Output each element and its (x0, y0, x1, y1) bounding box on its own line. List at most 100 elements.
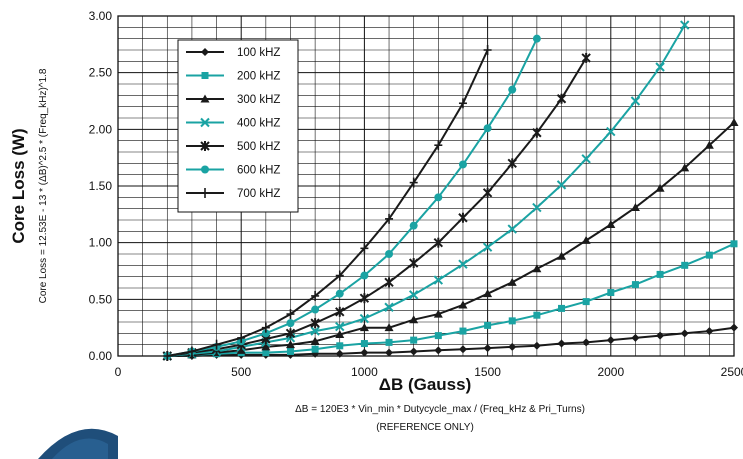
series-line (167, 57, 588, 357)
series-lines (162, 20, 739, 361)
data-point (311, 290, 320, 301)
data-point (680, 20, 690, 30)
data-point (360, 271, 369, 280)
data-point (335, 289, 344, 298)
data-point (507, 224, 517, 234)
data-point (434, 140, 443, 151)
data-point (336, 342, 344, 350)
series-200-khz (163, 240, 738, 360)
data-point (508, 317, 516, 325)
data-point (607, 289, 615, 297)
data-point (704, 140, 714, 149)
logo-graphic (38, 428, 118, 459)
data-point (311, 305, 320, 314)
data-point (507, 277, 517, 286)
x-axis-formula: ΔB = 120E3 * Vin_min * Dutycycle_max / (… (295, 404, 585, 415)
legend-marker (201, 165, 209, 174)
legend-label: 700 kHZ (237, 188, 280, 200)
data-point (630, 96, 641, 106)
data-point (434, 193, 443, 202)
x-axis-title: ΔB (Gauss) (379, 375, 472, 394)
data-point (434, 346, 443, 355)
y-tick-label: 1.50 (89, 179, 113, 193)
series-line (167, 121, 735, 357)
data-point (433, 275, 444, 285)
series-300-khz (162, 118, 739, 360)
data-point (384, 302, 394, 312)
data-point (262, 349, 270, 357)
data-point (434, 332, 442, 340)
data-point (582, 338, 591, 347)
data-point (335, 306, 345, 317)
data-point (656, 331, 665, 340)
data-point (409, 177, 418, 188)
data-point (212, 339, 221, 350)
legend-label: 100 kHZ (237, 47, 280, 59)
y-axis-title: Core Loss (W) (9, 128, 28, 243)
data-point (680, 329, 689, 338)
data-point (681, 261, 689, 269)
data-point (582, 298, 590, 306)
legend-marker (200, 94, 210, 103)
legend-marker (201, 48, 209, 56)
legend-marker (200, 141, 210, 151)
data-point (360, 340, 368, 348)
data-point (482, 187, 493, 198)
data-point (483, 289, 493, 298)
data-point (730, 240, 738, 248)
data-point (705, 327, 714, 336)
data-point (729, 118, 739, 127)
series-line (167, 326, 735, 357)
data-point (532, 341, 541, 350)
data-point (532, 202, 542, 213)
data-point (482, 242, 493, 252)
reference-note: (REFERENCE ONLY) (376, 422, 474, 433)
data-point (384, 277, 394, 288)
series-line (167, 38, 538, 357)
legend-item: 200 kHZ (186, 71, 280, 83)
data-point (483, 124, 492, 133)
data-point (631, 281, 639, 289)
legend-item: 100 kHZ (186, 47, 280, 59)
legend-item: 500 kHZ (186, 141, 280, 153)
legend-item: 400 kHZ (186, 118, 280, 130)
data-point (409, 315, 419, 324)
data-point (359, 323, 369, 332)
plot-frame (117, 15, 735, 357)
data-point (458, 259, 468, 269)
data-point (606, 220, 616, 229)
data-point (335, 329, 345, 338)
legend-label: 400 kHZ (237, 118, 280, 130)
data-point (385, 348, 394, 357)
data-point (581, 154, 591, 164)
y-tick-label: 1.00 (89, 236, 113, 250)
legend-label: 200 kHZ (237, 71, 280, 83)
data-point (655, 62, 665, 72)
data-point (261, 342, 271, 351)
data-point (360, 243, 369, 254)
series-line (167, 49, 489, 357)
y-tick-labels: 0.00 0.50 1.00 1.50 2.00 2.50 3.00 (89, 9, 113, 363)
data-point (286, 319, 295, 328)
data-point (459, 327, 467, 335)
data-point (730, 323, 738, 332)
data-point (237, 332, 246, 343)
data-point (359, 293, 370, 304)
data-point (286, 347, 294, 355)
legend-label: 500 kHZ (237, 141, 280, 153)
data-point (508, 85, 517, 94)
data-point (581, 52, 591, 63)
data-point (483, 45, 492, 55)
y-tick-label: 0.50 (89, 292, 113, 306)
series-line (167, 24, 686, 357)
data-point (236, 345, 246, 354)
legend-item: 700 kHZ (186, 188, 280, 200)
y-tick-label: 3.00 (89, 9, 113, 23)
data-point (606, 126, 616, 137)
data-point (163, 351, 172, 361)
data-point (458, 98, 467, 109)
data-point (631, 333, 640, 342)
data-point (557, 339, 566, 348)
data-point (556, 93, 567, 104)
data-point (410, 336, 418, 344)
